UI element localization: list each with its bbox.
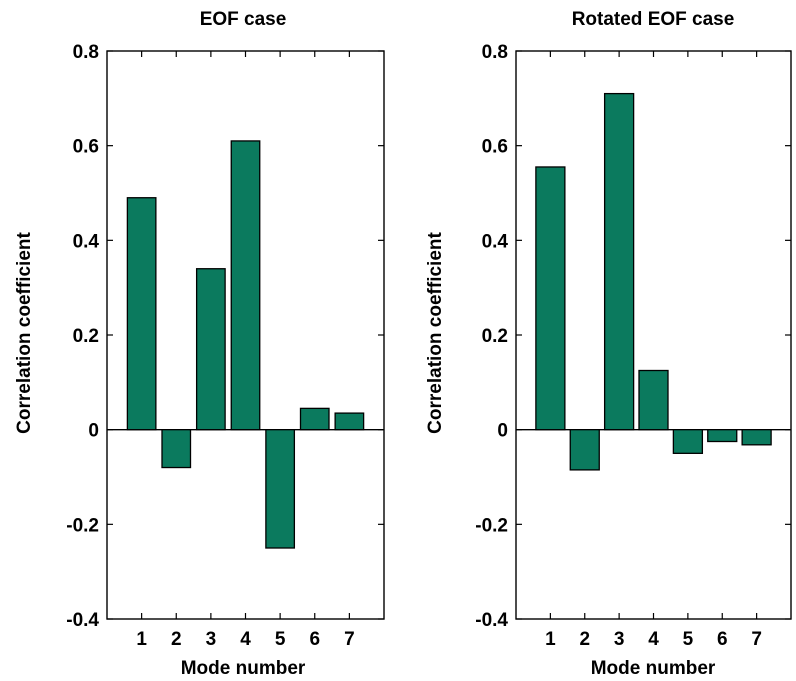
x-tick-label: 2 [579,629,590,650]
bar-mode-3 [195,268,226,431]
y-tick-label: 0.8 [482,42,508,63]
bar-mode-5 [265,429,296,549]
panel-rotated-eof-case: Rotated EOF case Mode number Correlation… [425,9,792,679]
bar-series [535,92,772,471]
y-tick-label: 0.6 [482,137,508,158]
x-tick-label: 3 [614,629,625,650]
x-axis-ticks: 1 2 3 4 5 6 7 [545,51,762,650]
plot-frame [106,50,385,620]
x-tick-label: 6 [717,629,728,650]
x-tick-label: 2 [171,629,182,650]
y-tick-label: 0 [497,421,508,442]
x-tick-label: 5 [275,629,286,650]
y-axis-label: Correlation coefficient [14,232,35,434]
y-tick-label: -0.4 [475,610,508,631]
panel-eof-case: EOF case Mode number Correlation coeffic… [14,9,385,679]
y-tick-label: 0.4 [73,231,100,252]
x-tick-label: 1 [136,629,147,650]
bar-mode-6 [707,429,738,443]
y-tick-label: -0.4 [66,610,99,631]
bar-mode-2 [161,429,192,469]
x-tick-label: 5 [683,629,694,650]
bar-mode-4 [638,369,669,431]
x-axis-label: Mode number [181,658,306,679]
x-tick-label: 7 [344,629,355,650]
y-tick-label: 0.2 [73,326,99,347]
bar-mode-1 [535,166,566,431]
bar-mode-7 [741,429,772,446]
bar-mode-2 [569,429,600,471]
x-axis-ticks: 1 2 3 4 5 6 7 [136,51,355,650]
y-tick-label: -0.2 [475,515,508,536]
bar-mode-7 [334,412,365,431]
y-axis-label: Correlation coefficient [425,232,446,434]
bar-series [126,140,365,549]
y-tick-label: 0 [88,421,99,442]
bar-mode-1 [126,197,157,431]
x-tick-label: 3 [206,629,217,650]
y-tick-label: 0.8 [73,42,99,63]
x-tick-label: 7 [751,629,762,650]
y-tick-label: -0.2 [66,515,99,536]
x-tick-label: 4 [648,629,659,650]
bar-mode-4 [230,140,261,431]
bar-mode-6 [299,407,330,431]
bar-mode-5 [672,429,704,454]
plot-frame [515,50,792,620]
x-tick-label: 4 [240,629,251,650]
x-tick-label: 1 [545,629,556,650]
y-axis-ticks: -0.4 -0.2 0 0.2 0.4 0.6 0.8 [475,42,791,631]
x-tick-label: 6 [309,629,320,650]
chart-title: EOF case [200,9,287,30]
chart-title: Rotated EOF case [572,9,735,30]
y-tick-label: 0.4 [482,231,509,252]
y-tick-label: 0.2 [482,326,508,347]
bar-mode-3 [603,92,635,431]
y-tick-label: 0.6 [73,137,99,158]
x-axis-label: Mode number [591,658,716,679]
